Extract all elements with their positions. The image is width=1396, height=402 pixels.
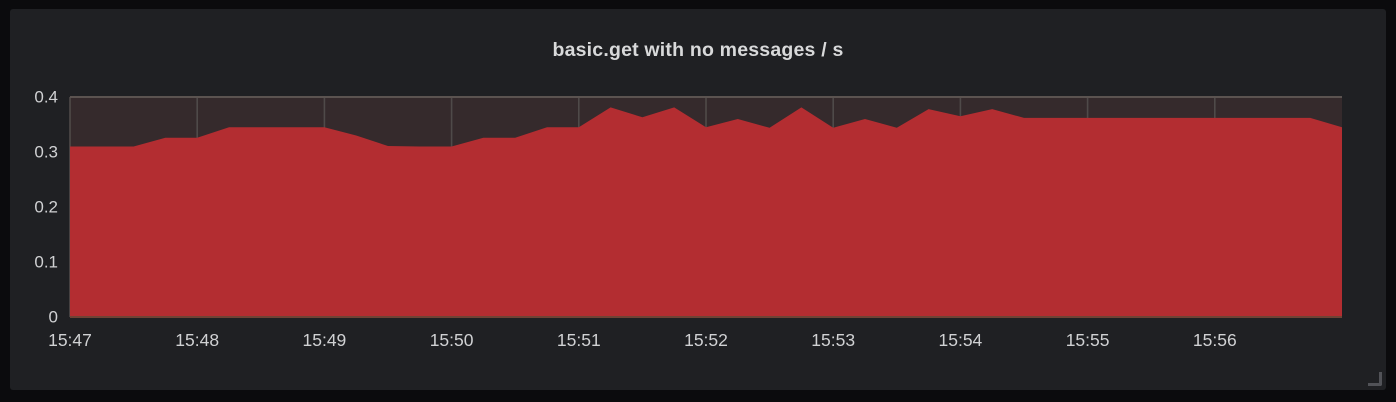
svg-text:0.4: 0.4 [34, 88, 58, 107]
svg-text:0: 0 [49, 308, 58, 327]
svg-text:15:49: 15:49 [303, 330, 347, 350]
svg-text:15:51: 15:51 [557, 330, 601, 350]
svg-text:15:56: 15:56 [1193, 330, 1237, 350]
panel-title[interactable]: basic.get with no messages / s [552, 39, 844, 61]
svg-text:0.2: 0.2 [34, 198, 58, 217]
svg-text:15:47: 15:47 [48, 330, 92, 350]
panel-resize-handle-icon[interactable] [1368, 372, 1382, 386]
svg-text:0.3: 0.3 [34, 143, 58, 162]
plot-area [69, 96, 1342, 318]
svg-text:15:55: 15:55 [1066, 330, 1110, 350]
svg-text:15:54: 15:54 [939, 330, 983, 350]
svg-text:0.1: 0.1 [34, 253, 58, 272]
svg-text:15:50: 15:50 [430, 330, 474, 350]
svg-text:15:52: 15:52 [684, 330, 728, 350]
y-axis-labels: 0 0.1 0.2 0.3 0.4 [34, 88, 58, 327]
svg-text:15:53: 15:53 [811, 330, 855, 350]
x-axis-labels: 15:47 15:48 15:49 15:50 15:51 15:52 15:53 15:54… [48, 330, 1237, 350]
svg-text:15:48: 15:48 [175, 330, 219, 350]
